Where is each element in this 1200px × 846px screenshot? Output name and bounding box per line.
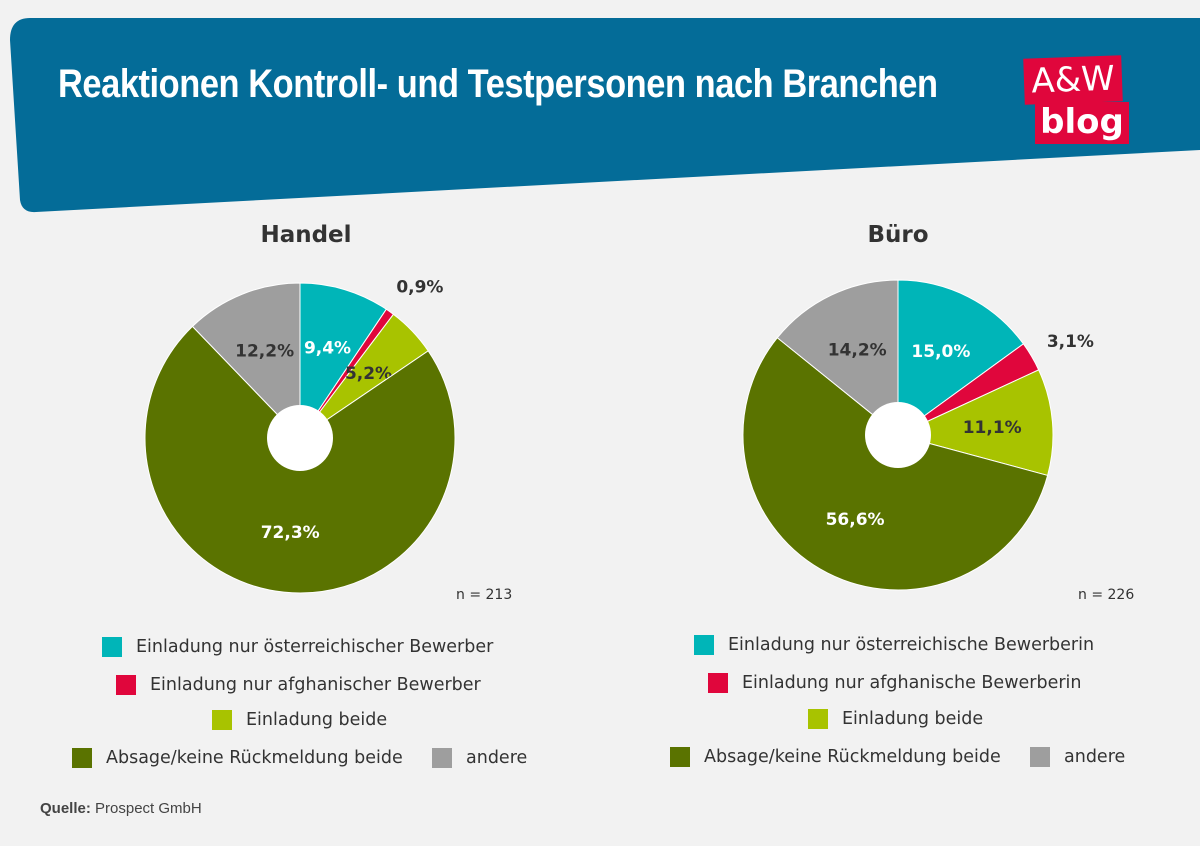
legend-label: andere	[466, 748, 528, 768]
legend-label: Einladung beide	[842, 709, 984, 729]
legend-item: andere	[1030, 747, 1125, 767]
legend-label: Einladung nur afghanische Bewerberin	[742, 673, 1082, 693]
source-value: Prospect GmbH	[95, 800, 202, 817]
slice-grey	[191, 282, 301, 440]
chart-title-buero: Büro	[867, 222, 929, 248]
data-label-olive: 56,6%	[826, 510, 885, 530]
logo-blog: blog	[1035, 102, 1129, 144]
data-label-lime: 5,2%	[345, 364, 392, 384]
swatch-teal	[694, 635, 714, 655]
legend-item: Einladung nur afghanische Bewerberin	[708, 673, 1082, 693]
legend-item: Einladung beide	[212, 710, 387, 730]
swatch-teal	[102, 637, 122, 657]
page-title: Reaktionen Kontroll- und Testpersonen na…	[58, 62, 938, 106]
swatch-olive	[670, 747, 690, 767]
swatch-red	[708, 673, 728, 693]
n-buero: n = 226	[1078, 587, 1135, 603]
swatch-grey	[1030, 747, 1050, 767]
legend-item: Absage/keine Rückmeldung beide	[670, 747, 1001, 767]
legend-label: Absage/keine Rückmeldung beide	[106, 748, 403, 768]
legend-label: Einladung beide	[246, 710, 388, 730]
data-label-teal: 15,0%	[911, 342, 970, 362]
legend-label: Einladung nur österreichische Bewerberin	[728, 635, 1095, 655]
legend-item: Einladung nur afghanischer Bewerber	[116, 675, 481, 695]
legend-label: Einladung nur österreichischer Bewerber	[136, 637, 494, 657]
data-label-grey: 14,2%	[828, 341, 887, 361]
legend-label: Absage/keine Rückmeldung beide	[704, 747, 1001, 767]
legend-item: andere	[432, 748, 527, 768]
donut-hole	[865, 402, 931, 468]
slice-grey	[776, 279, 899, 437]
legend-label: Einladung nur afghanischer Bewerber	[150, 675, 481, 695]
slice-teal	[897, 279, 1025, 436]
legend-item: Absage/keine Rückmeldung beide	[72, 748, 403, 768]
swatch-red	[116, 675, 136, 695]
legend-item: Einladung nur österreichische Bewerberin	[694, 635, 1094, 655]
swatch-grey	[432, 748, 452, 768]
header-banner	[10, 18, 1200, 213]
data-label-red: 0,9%	[396, 277, 443, 297]
slice-teal	[299, 282, 388, 440]
swatch-lime	[808, 709, 828, 729]
data-label-red: 3,1%	[1047, 332, 1094, 352]
legend-item: Einladung beide	[808, 709, 983, 729]
source-label: Quelle:	[40, 800, 91, 817]
data-label-olive: 72,3%	[261, 523, 320, 543]
legend-item: Einladung nur österreichischer Bewerber	[102, 637, 493, 657]
n-handel: n = 213	[456, 587, 513, 603]
data-label-grey: 12,2%	[235, 341, 294, 361]
source-note: Quelle: Prospect GmbH	[40, 800, 202, 817]
legend-label: andere	[1064, 747, 1126, 767]
donut-hole	[267, 405, 333, 471]
data-label-teal: 9,4%	[304, 339, 351, 359]
chart-title-handel: Handel	[260, 222, 352, 248]
swatch-lime	[212, 710, 232, 730]
data-label-lime: 11,1%	[963, 418, 1022, 438]
swatch-olive	[72, 748, 92, 768]
slice-lime	[896, 369, 1054, 477]
